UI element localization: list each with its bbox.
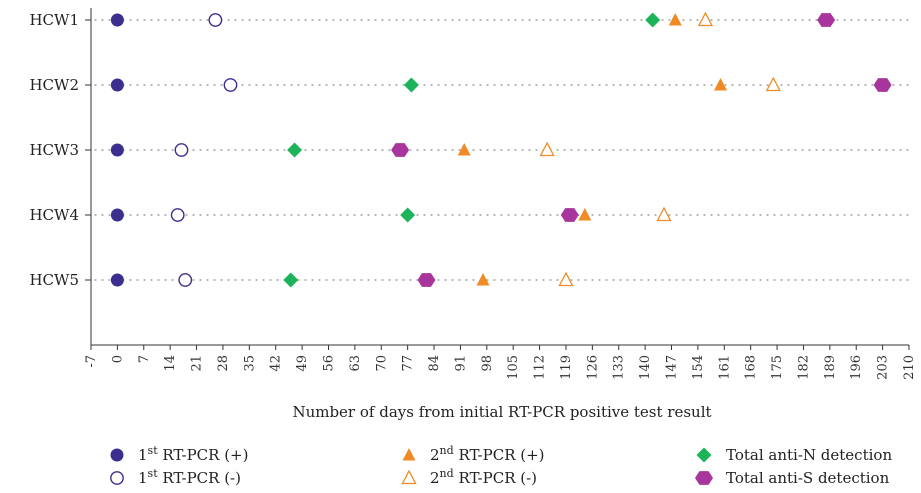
legend-marker-pcr1_neg (110, 471, 124, 485)
legend-label: Total anti-S detection (726, 469, 890, 487)
point-pcr2_pos (578, 208, 592, 221)
point-pcr2_neg (697, 11, 714, 27)
legend-item-anti_s: Total anti-S detection (695, 469, 890, 487)
legend: 1st RT-PCR (+) 1st RT-PCR (-) 2nd RT-PCR (… (110, 444, 892, 487)
x-tick-label: 42 (269, 355, 284, 372)
x-tick-label: 21 (190, 355, 205, 372)
point-pcr1_pos (110, 273, 124, 287)
legend-item-pcr2_pos: 2nd RT-PCR (+) (402, 444, 545, 464)
point-pcr1_neg (208, 13, 223, 27)
point-pcr1_neg (223, 78, 238, 92)
axes (90, 8, 909, 346)
x-tick-label: 35 (242, 355, 257, 372)
x-tick-label: 98 (480, 355, 495, 372)
point-pcr2_pos (714, 78, 728, 91)
point-anti_n (283, 272, 299, 288)
point-anti_n (400, 207, 416, 223)
x-tick-label: 161 (717, 355, 732, 380)
x-tick-label: 140 (638, 355, 653, 380)
legend-marker-pcr1_pos (110, 448, 124, 462)
point-anti_n (645, 12, 661, 28)
legend-label: 2nd RT-PCR (+) (430, 444, 545, 464)
point-anti_n (403, 77, 419, 93)
row-label: HCW5 (29, 271, 79, 289)
point-pcr2_pos (668, 13, 682, 26)
point-pcr1_pos (110, 143, 124, 157)
row-label: HCW4 (29, 206, 79, 224)
point-pcr2_neg (558, 271, 574, 287)
point-anti_s (560, 208, 579, 222)
point-pcr1_pos (110, 13, 124, 27)
point-pcr1_neg (174, 143, 189, 157)
x-tick-label: 168 (744, 355, 759, 380)
point-anti_n (287, 142, 303, 158)
x-tick-label: 63 (348, 355, 363, 372)
x-tick-label: 154 (691, 355, 706, 380)
x-tick-label: 133 (612, 355, 627, 380)
point-anti_s (391, 143, 410, 157)
x-tick-label: 84 (427, 355, 442, 372)
x-axis-ticks: -7 0 7 14 21 28 35 42 49 56 63 70 77 84 91 98 105 112 119 1… (84, 345, 917, 380)
x-tick-label: -7 (84, 355, 99, 368)
x-tick-label: 0 (110, 355, 125, 363)
legend-item-pcr2_neg: 2nd RT-PCR (-) (401, 467, 537, 487)
x-tick-label: 14 (163, 355, 178, 372)
legend-label: 1st RT-PCR (-) (138, 467, 241, 487)
point-pcr2_neg (539, 141, 555, 157)
x-tick-label: 182 (796, 355, 811, 380)
x-tick-label: 91 (453, 355, 468, 372)
row-guides: HCW1 HCW2 HCW3 HCW4 HCW5 (29, 11, 910, 289)
legend-item-pcr1_pos: 1st RT-PCR (+) (110, 444, 248, 464)
legend-marker-anti_n (696, 447, 712, 463)
point-anti_s (417, 273, 436, 287)
legend-label: 1st RT-PCR (+) (138, 444, 248, 464)
point-pcr2_neg (765, 76, 781, 92)
x-tick-label: 49 (295, 355, 310, 372)
legend-marker-pcr2_pos (402, 448, 416, 461)
legend-item-pcr1_neg: 1st RT-PCR (-) (110, 467, 241, 487)
point-pcr1_neg (178, 273, 193, 287)
row-label: HCW3 (29, 141, 79, 159)
x-tick-label: 112 (533, 355, 548, 380)
x-tick-label: 126 (585, 355, 600, 380)
x-tick-label: 28 (216, 355, 231, 372)
x-tick-label: 175 (770, 355, 785, 380)
x-tick-label: 105 (506, 355, 521, 380)
x-tick-label: 196 (849, 355, 864, 380)
x-tick-label: 56 (321, 355, 336, 372)
x-tick-label: 203 (876, 355, 891, 380)
point-pcr1_pos (110, 78, 124, 92)
row-label: HCW2 (29, 76, 79, 94)
x-tick-label: 189 (823, 355, 838, 380)
x-tick-label: 77 (401, 355, 416, 372)
point-anti_s (873, 78, 892, 92)
point-pcr2_pos (476, 273, 490, 286)
x-axis-title: Number of days from initial RT-PCR posit… (292, 403, 711, 421)
data-points (110, 11, 892, 288)
x-tick-label: 119 (559, 355, 574, 380)
point-anti_s (817, 13, 836, 27)
x-tick-label: 7 (137, 355, 152, 363)
x-tick-label: 70 (374, 355, 389, 372)
point-pcr1_neg (170, 208, 185, 222)
point-pcr2_pos (457, 143, 471, 156)
legend-marker-pcr2_neg (401, 469, 417, 485)
point-pcr1_pos (110, 208, 124, 222)
legend-label: 2nd RT-PCR (-) (430, 467, 537, 487)
x-tick-label: 210 (902, 355, 917, 380)
row-label: HCW1 (29, 11, 79, 29)
x-tick-label: 147 (665, 355, 680, 380)
legend-item-anti_n: Total anti-N detection (696, 446, 892, 464)
legend-label: Total anti-N detection (726, 446, 892, 464)
point-pcr2_neg (656, 206, 672, 222)
legend-marker-anti_s (695, 471, 713, 485)
